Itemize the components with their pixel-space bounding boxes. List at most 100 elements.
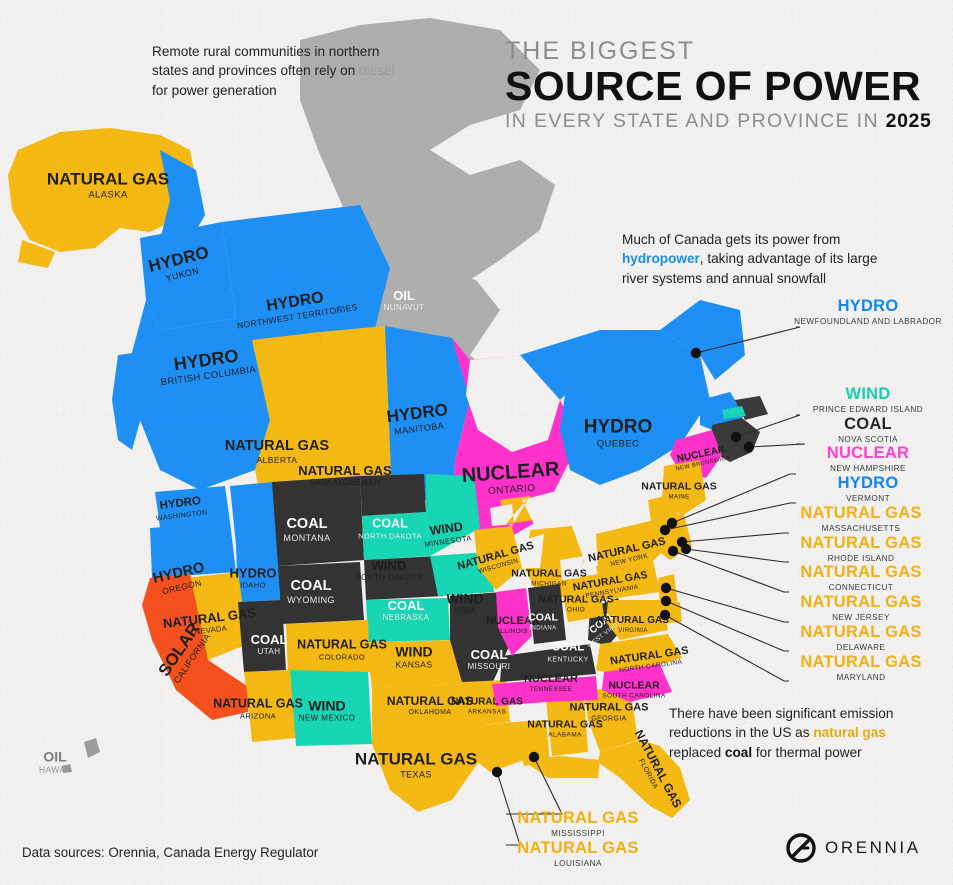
note-hydro-part2: , taking advantage of its large river sy… <box>622 251 878 286</box>
callout-region: NEWFOUNDLAND AND LABRADOR <box>794 316 942 326</box>
region-north-dakota <box>360 474 426 516</box>
region-minnesota <box>426 474 480 556</box>
callout-source: NATURAL GAS <box>800 563 922 582</box>
note-hydro-highlight: hydropower <box>622 251 700 267</box>
region-quebec <box>520 330 710 485</box>
region-alberta <box>252 332 330 505</box>
region-yukon <box>140 222 236 330</box>
region-new-mexico <box>290 670 372 746</box>
region-louisiana <box>470 722 524 772</box>
region-manitoba <box>385 326 470 500</box>
note-emissions: There have been significant emission red… <box>669 704 919 762</box>
region-oregon <box>150 522 236 578</box>
note-emission-part1: There have been significant emission red… <box>669 706 894 741</box>
callout-region: CONNECTICUT <box>828 582 894 592</box>
region-arctic-grey <box>300 18 555 345</box>
note-emission-gas: natural gas <box>813 725 886 741</box>
leader-line-louisiana <box>496 771 521 846</box>
leader-line-nova-scotia <box>748 443 806 448</box>
region-florida <box>522 740 690 818</box>
callout-source: NATURAL GAS <box>800 534 922 553</box>
callout-region: LOUISIANA <box>554 858 602 868</box>
callout-rhode-island: NATURAL GAS RHODE ISLAND <box>800 535 921 563</box>
callout-region: MASSACHUSETTS <box>821 523 901 533</box>
leader-dot-maryland <box>659 609 671 621</box>
leader-dot-delaware <box>660 595 672 607</box>
callout-source: WIND <box>845 385 891 404</box>
leader-line-maryland <box>664 614 789 682</box>
leader-dot-connecticut <box>667 545 679 557</box>
callout-new-jersey: NATURAL GAS NEW JERSEY <box>800 594 921 622</box>
leader-line-rhode-island <box>685 548 789 563</box>
callout-mississippi: NATURAL GAS MISSISSIPPI <box>517 810 638 838</box>
region-ohio <box>560 574 604 622</box>
region-british-columbia <box>130 300 270 490</box>
region-wyoming <box>278 562 364 624</box>
callout-region: PRINCE EDWARD ISLAND <box>812 404 924 414</box>
region-pennsylvania <box>596 556 660 600</box>
region-south-carolina <box>602 664 672 702</box>
leader-line-connecticut <box>672 550 789 593</box>
region-north-carolina <box>596 634 682 676</box>
note-diesel-part1: Remote rural communities in northern sta… <box>152 44 380 79</box>
callout-leader-lines <box>496 326 806 846</box>
callout-region: NEW HAMPSHIRE <box>830 463 906 473</box>
callout-prince-edward-island: WIND PRINCE EDWARD ISLAND <box>813 386 923 414</box>
region-northwest-territories <box>222 205 390 350</box>
callout-region: MISSISSIPPI <box>551 828 605 838</box>
callout-region: DELAWARE <box>836 642 886 652</box>
region-indiana <box>528 584 566 644</box>
region-saskatchewan <box>320 326 392 502</box>
title-line-2: SOURCE OF POWER <box>505 63 922 110</box>
region-mississippi <box>514 720 550 766</box>
region-georgia <box>584 688 638 752</box>
region-alaska-panhandle <box>160 150 205 250</box>
leader-dot-nova-scotia <box>743 441 755 453</box>
callout-connecticut: NATURAL GAS CONNECTICUT <box>800 564 921 592</box>
callout-nova-scotia: COAL NOVA SCOTIA <box>838 416 898 444</box>
title-line-1: THE BIGGEST <box>505 37 696 65</box>
callout-source: NUCLEAR <box>826 444 910 463</box>
leader-line-vermont <box>664 502 796 531</box>
region-utah <box>238 600 286 672</box>
leader-line-newfoundland-and-labrador <box>695 326 801 354</box>
callout-source: NATURAL GAS <box>800 653 922 672</box>
region-california <box>142 574 250 720</box>
note-diesel-part2: for power generation <box>152 82 277 98</box>
region-arizona <box>244 670 296 742</box>
leader-dot-prince-edward-island <box>730 431 742 443</box>
note-emission-part2: replaced <box>669 744 725 760</box>
callout-massachusetts: NATURAL GAS MASSACHUSETTS <box>800 505 921 533</box>
note-hydropower: Much of Canada gets its power from hydro… <box>622 230 890 288</box>
region-south-dakota <box>362 512 430 560</box>
region-missouri <box>450 592 512 684</box>
region-nebraska <box>364 556 444 600</box>
callout-region: MARYLAND <box>836 672 886 682</box>
region-alaska <box>8 128 196 268</box>
callout-region: NOVA SCOTIA <box>838 434 898 444</box>
map-landmasses <box>8 18 806 846</box>
data-sources: Data sources: Orennia, Canada Energy Reg… <box>22 845 319 860</box>
region-virginia <box>606 600 668 640</box>
leader-line-mississippi <box>506 756 563 815</box>
region-hawaii <box>62 738 100 773</box>
region-illinois <box>496 588 532 656</box>
orennia-wordmark: ORENNIA <box>825 838 921 857</box>
note-diesel: Remote rural communities in northern sta… <box>152 42 410 100</box>
region-oklahoma <box>368 640 464 688</box>
region-prince-edward-island <box>722 406 746 419</box>
callout-region: NEW JERSEY <box>832 612 890 622</box>
region-colorado <box>286 620 370 676</box>
callout-source: HYDRO <box>837 297 899 316</box>
page-title: THE BIGGEST SOURCE OF POWER IN EVERY STA… <box>505 38 931 132</box>
leader-line-new-hampshire <box>671 473 796 524</box>
region-bc-coast <box>112 352 146 450</box>
callout-source: NATURAL GAS <box>800 593 922 612</box>
note-emission-coal: coal <box>724 744 753 760</box>
callout-newfoundland-and-labrador: HYDRO NEWFOUNDLAND AND LABRADOR <box>794 298 942 326</box>
orennia-mark-icon <box>786 833 816 863</box>
region-wisconsin <box>474 526 522 590</box>
region-idaho <box>230 482 282 602</box>
